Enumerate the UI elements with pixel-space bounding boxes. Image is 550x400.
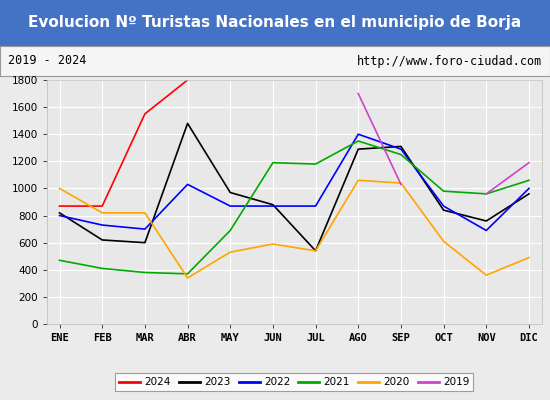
2022 bbox=[441, 204, 447, 208]
2020 bbox=[312, 248, 319, 253]
2021 bbox=[526, 178, 532, 183]
2024 bbox=[141, 112, 148, 116]
2022 bbox=[312, 204, 319, 208]
2023 bbox=[441, 208, 447, 212]
2023 bbox=[270, 202, 276, 207]
2020 bbox=[270, 242, 276, 246]
2024 bbox=[99, 204, 106, 208]
Text: Evolucion Nº Turistas Nacionales en el municipio de Borja: Evolucion Nº Turistas Nacionales en el m… bbox=[29, 16, 521, 30]
2021 bbox=[56, 258, 63, 263]
2020 bbox=[56, 186, 63, 191]
2022 bbox=[56, 213, 63, 218]
2020 bbox=[184, 276, 191, 280]
2022 bbox=[398, 147, 404, 152]
2021 bbox=[99, 266, 106, 271]
2022 bbox=[526, 186, 532, 191]
Line: 2020: 2020 bbox=[59, 180, 529, 278]
Text: 2019 - 2024: 2019 - 2024 bbox=[8, 54, 87, 68]
2022 bbox=[483, 228, 490, 233]
Legend: 2024, 2023, 2022, 2021, 2020, 2019: 2024, 2023, 2022, 2021, 2020, 2019 bbox=[115, 373, 474, 392]
2021 bbox=[270, 160, 276, 165]
2023 bbox=[141, 240, 148, 245]
2020 bbox=[355, 178, 361, 183]
Line: 2022: 2022 bbox=[59, 134, 529, 230]
2022 bbox=[270, 204, 276, 208]
2023 bbox=[398, 144, 404, 149]
2023 bbox=[184, 121, 191, 126]
2021 bbox=[355, 139, 361, 144]
2020 bbox=[141, 210, 148, 215]
2022 bbox=[227, 204, 234, 208]
2021 bbox=[441, 189, 447, 194]
2024 bbox=[184, 78, 191, 82]
2021 bbox=[184, 272, 191, 276]
2023 bbox=[355, 147, 361, 152]
2022 bbox=[184, 182, 191, 187]
2023 bbox=[312, 248, 319, 253]
2020 bbox=[526, 255, 532, 260]
2020 bbox=[441, 239, 447, 244]
Line: 2023: 2023 bbox=[59, 123, 529, 251]
Line: 2024: 2024 bbox=[59, 80, 188, 206]
Text: http://www.foro-ciudad.com: http://www.foro-ciudad.com bbox=[356, 54, 542, 68]
2024 bbox=[56, 204, 63, 208]
2021 bbox=[312, 162, 319, 166]
2020 bbox=[227, 250, 234, 254]
2023 bbox=[227, 190, 234, 195]
2020 bbox=[99, 210, 106, 215]
2020 bbox=[483, 273, 490, 278]
2023 bbox=[56, 210, 63, 215]
2023 bbox=[483, 218, 490, 223]
2021 bbox=[483, 192, 490, 196]
2022 bbox=[99, 223, 106, 228]
2021 bbox=[141, 270, 148, 275]
2021 bbox=[227, 228, 234, 233]
2020 bbox=[398, 181, 404, 186]
2021 bbox=[398, 152, 404, 157]
2023 bbox=[99, 238, 106, 242]
2022 bbox=[355, 132, 361, 137]
Line: 2021: 2021 bbox=[59, 141, 529, 274]
2023 bbox=[526, 192, 532, 196]
2022 bbox=[141, 227, 148, 232]
